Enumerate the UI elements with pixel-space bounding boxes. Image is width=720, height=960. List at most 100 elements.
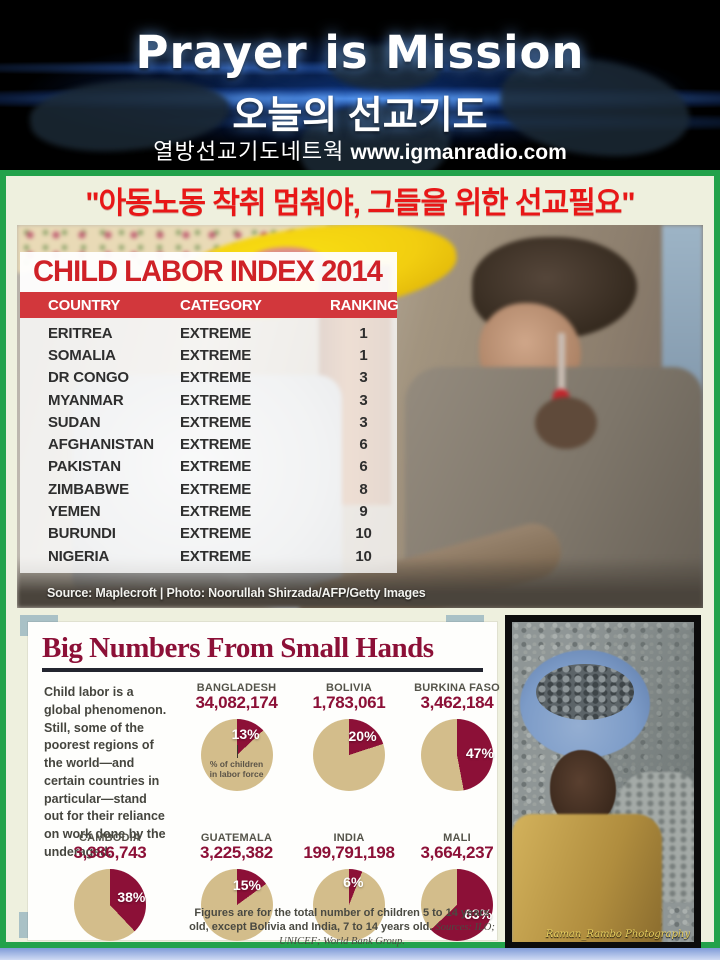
pie-cell: GUATEMALA 3,225,382 15%: [180, 830, 293, 958]
table-row: BURUNDI EXTREME 10: [20, 523, 397, 545]
cell-country: NIGERIA: [48, 547, 110, 565]
screwdriver-shaft: [558, 333, 565, 395]
org-name: 열방선교기도네트웍: [153, 139, 345, 164]
column-header-country: COUNTRY: [48, 296, 121, 314]
cell-category: EXTREME: [180, 525, 252, 543]
cell-country: BURUNDI: [48, 525, 116, 543]
pie-percent-label: 38%: [117, 888, 146, 905]
cell-ranking: 10: [355, 547, 372, 565]
pie-total: 199,791,198: [303, 843, 395, 862]
pie-country: MALI: [443, 832, 471, 844]
child-labor-index-table: CHILD LABOR INDEX 2014 COUNTRY CATEGORY …: [20, 252, 399, 574]
infographic-title: Big Numbers From Small Hands: [42, 632, 434, 664]
infographic-intro: Child labor is a global phenomenon. Stil…: [44, 685, 167, 859]
header-banner: Prayer is Mission 오늘의 선교기도 열방선교기도네트웍 www…: [0, 0, 720, 170]
footnote-text: Figures are for the total number of chil…: [189, 907, 490, 933]
pie-country: BOLIVIA: [325, 682, 372, 694]
side-photo-stone-carrier: Raman_Rambo Photography: [505, 615, 701, 949]
cell-country: AFGHANISTAN: [48, 436, 154, 454]
table-row: ERITREA EXTREME 1: [20, 322, 397, 344]
pie-grid: Child labor is a global phenomenon. Stil…: [40, 680, 500, 958]
pie-chart: 13% % of children in labor force: [200, 719, 273, 791]
footnote-sources: Sources: ILO; UNICEF; World Bank Group.: [279, 921, 495, 947]
page-subtitle-korean: 오늘의 선교기도: [232, 95, 488, 137]
pie-chart: 20%: [313, 719, 385, 791]
pie-percent-label: 13%: [231, 725, 260, 742]
stones-in-bowl: [536, 664, 634, 720]
cell-country: SOMALIA: [48, 346, 116, 364]
cell-category: EXTREME: [180, 391, 252, 409]
cell-ranking: 9: [359, 503, 368, 521]
pie-chart: 38%: [74, 869, 146, 941]
pie-total: 34,082,174: [195, 693, 278, 712]
cell-ranking: 8: [359, 480, 368, 498]
cell-category: EXTREME: [180, 458, 252, 476]
child-shirt: [512, 814, 662, 942]
org-line: 열방선교기도네트웍 www.igmanradio.com: [0, 134, 720, 166]
cell-country: SUDAN: [48, 413, 101, 431]
pie-percent-label: 20%: [348, 728, 377, 745]
worldmap-europe-silhouette: [330, 45, 440, 90]
cell-country: ERITREA: [48, 324, 113, 342]
pie-cell: BOLIVIA 1,783,061 20%: [293, 680, 405, 830]
cell-category: EXTREME: [180, 436, 252, 454]
boy-hand: [535, 397, 597, 449]
pie-cell: MALI 3,664,237 63%: [405, 830, 509, 958]
pie-total: 3,462,184: [420, 693, 494, 712]
pie-chart: 6%: [313, 869, 385, 941]
cell-category: EXTREME: [180, 547, 252, 565]
table-row: AFGHANISTAN EXTREME 6: [20, 433, 397, 455]
pie-total: 1,783,061: [312, 693, 386, 712]
pie-percent-label: 47%: [465, 744, 494, 761]
labor-table-rows: ERITREA EXTREME 1 SOMALIA EXTREME 1 DR C…: [20, 318, 397, 574]
pie-note-pointer: [236, 745, 238, 758]
table-row: SUDAN EXTREME 3: [20, 411, 397, 433]
page-title: Prayer is Mission: [135, 26, 585, 79]
pie-total: 3,225,382: [200, 843, 273, 862]
cell-country: YEMEN: [48, 503, 101, 521]
table-title-band: CHILD LABOR INDEX 2014: [20, 252, 397, 292]
cell-category: EXTREME: [180, 324, 252, 342]
cell-country: PAKISTAN: [48, 458, 121, 476]
cell-ranking: 6: [359, 436, 368, 454]
photo-source-credit: Source: Maplecroft | Photo: Noorullah Sh…: [47, 586, 426, 600]
cell-ranking: 1: [359, 324, 368, 342]
column-header-ranking: RANKING: [330, 296, 399, 314]
column-header-category: CATEGORY: [180, 296, 262, 314]
pie-percent-label: 63%: [464, 906, 493, 923]
cell-country: MYANMAR: [48, 391, 124, 409]
pie-country: CAMBODIA: [78, 832, 142, 844]
website-link[interactable]: www.igmanradio.com: [350, 141, 567, 164]
cell-ranking: 10: [355, 525, 372, 543]
table-title: CHILD LABOR INDEX 2014: [33, 255, 383, 288]
headline-banner: "아동노동 착취 멈춰야, 그들을 위한 선교필요": [0, 178, 720, 222]
photographer-watermark: Raman_Rambo Photography: [545, 929, 690, 940]
cell-ranking: 1: [359, 346, 368, 364]
pie-country: INDIA: [333, 832, 365, 844]
cell-ranking: 6: [359, 458, 368, 476]
cell-ranking: 3: [359, 369, 368, 387]
table-row: SOMALIA EXTREME 1: [20, 344, 397, 366]
cell-category: EXTREME: [180, 480, 252, 498]
headline-text: "아동노동 착취 멈춰야, 그들을 위한 선교필요": [85, 187, 635, 220]
pie-cell: BANGLADESH 34,082,174 13% % of children …: [180, 680, 293, 830]
pie-note: % of children in labor force: [209, 759, 264, 780]
title-underline: [42, 668, 483, 672]
cell-ranking: 3: [359, 413, 368, 431]
infographic-panel: Big Numbers From Small Hands Child labor…: [28, 622, 500, 947]
cell-country: ZIMBABWE: [48, 480, 129, 498]
table-row: YEMEN EXTREME 9: [20, 500, 397, 522]
worldmap-africa-silhouette: [300, 105, 450, 170]
pie-total: 3,664,237: [420, 843, 494, 862]
pie-chart: 47%: [421, 719, 494, 791]
cell-category: EXTREME: [180, 413, 252, 431]
table-header-row: COUNTRY CATEGORY RANKING: [20, 292, 399, 318]
table-row: PAKISTAN EXTREME 6: [20, 456, 397, 478]
cell-country: DR CONGO: [48, 369, 129, 387]
infographic-footnote: Figures are for the total number of chil…: [188, 907, 496, 948]
pie-percent-label: 15%: [232, 876, 261, 893]
pie-country: BURKINA FASO: [414, 682, 500, 694]
pie-total: 3,386,743: [73, 843, 147, 862]
table-row: ZIMBABWE EXTREME 8: [20, 478, 397, 500]
